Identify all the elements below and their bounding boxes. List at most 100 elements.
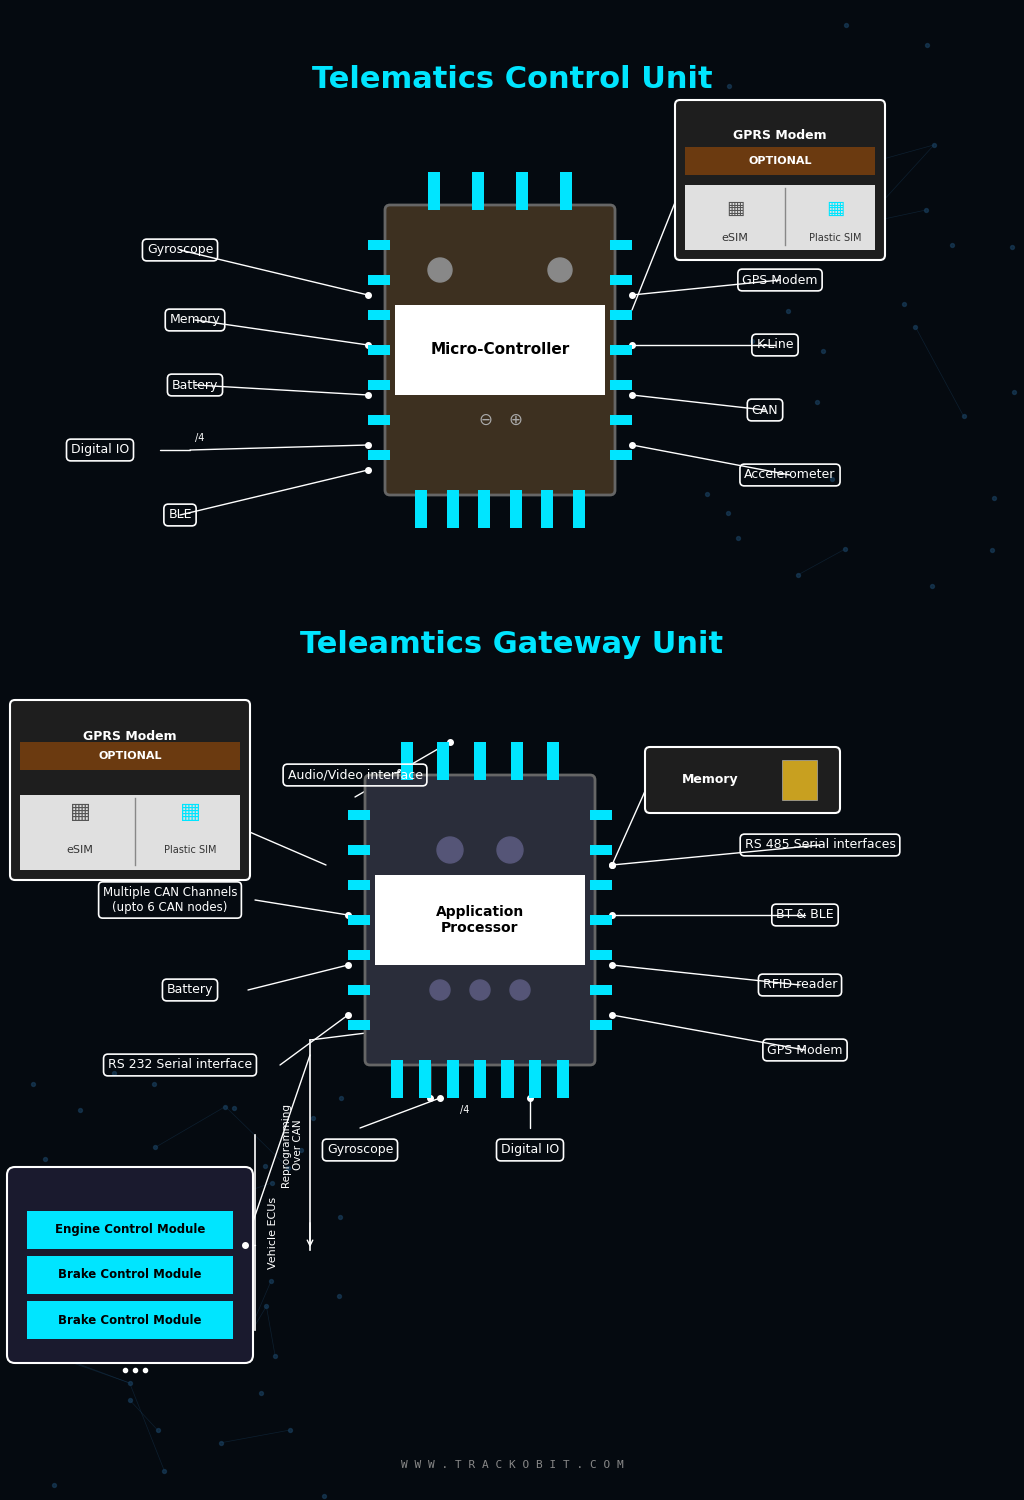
Circle shape — [428, 258, 452, 282]
FancyBboxPatch shape — [27, 1300, 233, 1340]
Point — [331, 1284, 347, 1308]
FancyBboxPatch shape — [27, 1210, 233, 1249]
Bar — [556, 1060, 568, 1098]
Point — [744, 328, 761, 352]
Point — [907, 315, 924, 339]
Bar — [548, 742, 559, 780]
Point — [116, 1252, 132, 1276]
Text: Reprogramming
Over CAN: Reprogramming Over CAN — [282, 1102, 303, 1186]
Bar — [437, 742, 450, 780]
Bar — [348, 950, 370, 960]
Point — [58, 1347, 75, 1371]
Text: Audio/Video interface: Audio/Video interface — [288, 768, 423, 782]
Text: BLE: BLE — [168, 509, 191, 522]
Point — [122, 1371, 138, 1395]
Bar — [610, 380, 632, 390]
Bar — [590, 915, 612, 926]
Bar — [510, 490, 521, 528]
FancyBboxPatch shape — [675, 100, 885, 260]
Bar — [400, 742, 413, 780]
Point — [46, 1473, 62, 1497]
Text: GPS Modem: GPS Modem — [742, 273, 818, 286]
Point — [25, 1072, 41, 1096]
Point — [955, 405, 972, 429]
Bar — [529, 1060, 541, 1098]
Bar — [590, 950, 612, 960]
Point — [720, 501, 736, 525]
Text: Battery: Battery — [167, 984, 213, 996]
Circle shape — [470, 980, 490, 1000]
FancyBboxPatch shape — [20, 742, 240, 770]
Bar — [590, 880, 612, 890]
Point — [226, 1096, 243, 1120]
Point — [122, 1388, 138, 1411]
FancyBboxPatch shape — [27, 1256, 233, 1294]
Point — [919, 33, 935, 57]
Point — [984, 538, 1000, 562]
Point — [267, 1344, 284, 1368]
Bar — [590, 810, 612, 820]
Text: Telematics Control Unit: Telematics Control Unit — [311, 66, 713, 94]
Point — [944, 234, 961, 258]
Point — [159, 1156, 175, 1180]
Text: Vehicle ECUs: Vehicle ECUs — [268, 1197, 278, 1269]
FancyBboxPatch shape — [685, 147, 874, 176]
Bar — [368, 450, 390, 460]
FancyBboxPatch shape — [395, 304, 605, 394]
Bar — [348, 810, 370, 820]
Point — [809, 390, 825, 414]
Point — [986, 486, 1002, 510]
Bar — [502, 1060, 513, 1098]
Text: Teleamtics Gateway Unit: Teleamtics Gateway Unit — [300, 630, 724, 660]
Point — [150, 1418, 166, 1442]
FancyBboxPatch shape — [782, 760, 817, 800]
FancyBboxPatch shape — [20, 795, 240, 870]
Bar — [541, 490, 553, 528]
Point — [72, 1098, 88, 1122]
Circle shape — [548, 258, 572, 282]
Point — [1004, 236, 1020, 260]
Bar — [590, 844, 612, 855]
Bar — [516, 172, 528, 210]
Bar — [610, 450, 632, 460]
Text: Battery: Battery — [172, 378, 218, 392]
Bar — [446, 490, 459, 528]
Point — [838, 13, 854, 38]
Bar — [419, 1060, 431, 1098]
Text: Digital IO: Digital IO — [501, 1143, 559, 1156]
Point — [145, 1071, 162, 1095]
Text: RFID reader: RFID reader — [763, 978, 838, 992]
Text: ⊖: ⊖ — [478, 411, 492, 429]
Text: GPS Modem: GPS Modem — [767, 1044, 843, 1056]
Circle shape — [437, 837, 463, 862]
Point — [217, 1095, 233, 1119]
Bar — [478, 490, 490, 528]
Point — [316, 1485, 333, 1500]
Text: ▦: ▦ — [825, 198, 844, 217]
Bar — [348, 880, 370, 890]
Text: ▦: ▦ — [179, 802, 201, 822]
Bar — [590, 986, 612, 994]
Point — [723, 118, 739, 142]
Point — [699, 482, 716, 506]
Text: RS 485 Serial interfaces: RS 485 Serial interfaces — [744, 839, 895, 852]
Point — [292, 1138, 308, 1162]
Point — [304, 1106, 321, 1130]
Text: /4: /4 — [461, 1106, 470, 1114]
Bar — [368, 240, 390, 250]
Text: Brake Control Module: Brake Control Module — [58, 1314, 202, 1326]
Text: Memory: Memory — [170, 314, 220, 327]
Text: Multiple CAN Channels
(upto 6 CAN nodes): Multiple CAN Channels (upto 6 CAN nodes) — [102, 886, 238, 914]
Point — [778, 240, 795, 264]
Point — [186, 1258, 203, 1282]
FancyBboxPatch shape — [365, 776, 595, 1065]
Bar — [446, 1060, 459, 1098]
Bar — [348, 844, 370, 855]
Point — [258, 1294, 274, 1318]
Point — [282, 1418, 298, 1442]
Point — [926, 134, 942, 158]
Text: Engine Control Module: Engine Control Module — [55, 1224, 205, 1236]
Point — [280, 1155, 296, 1179]
Point — [72, 1209, 88, 1233]
Bar — [348, 986, 370, 994]
